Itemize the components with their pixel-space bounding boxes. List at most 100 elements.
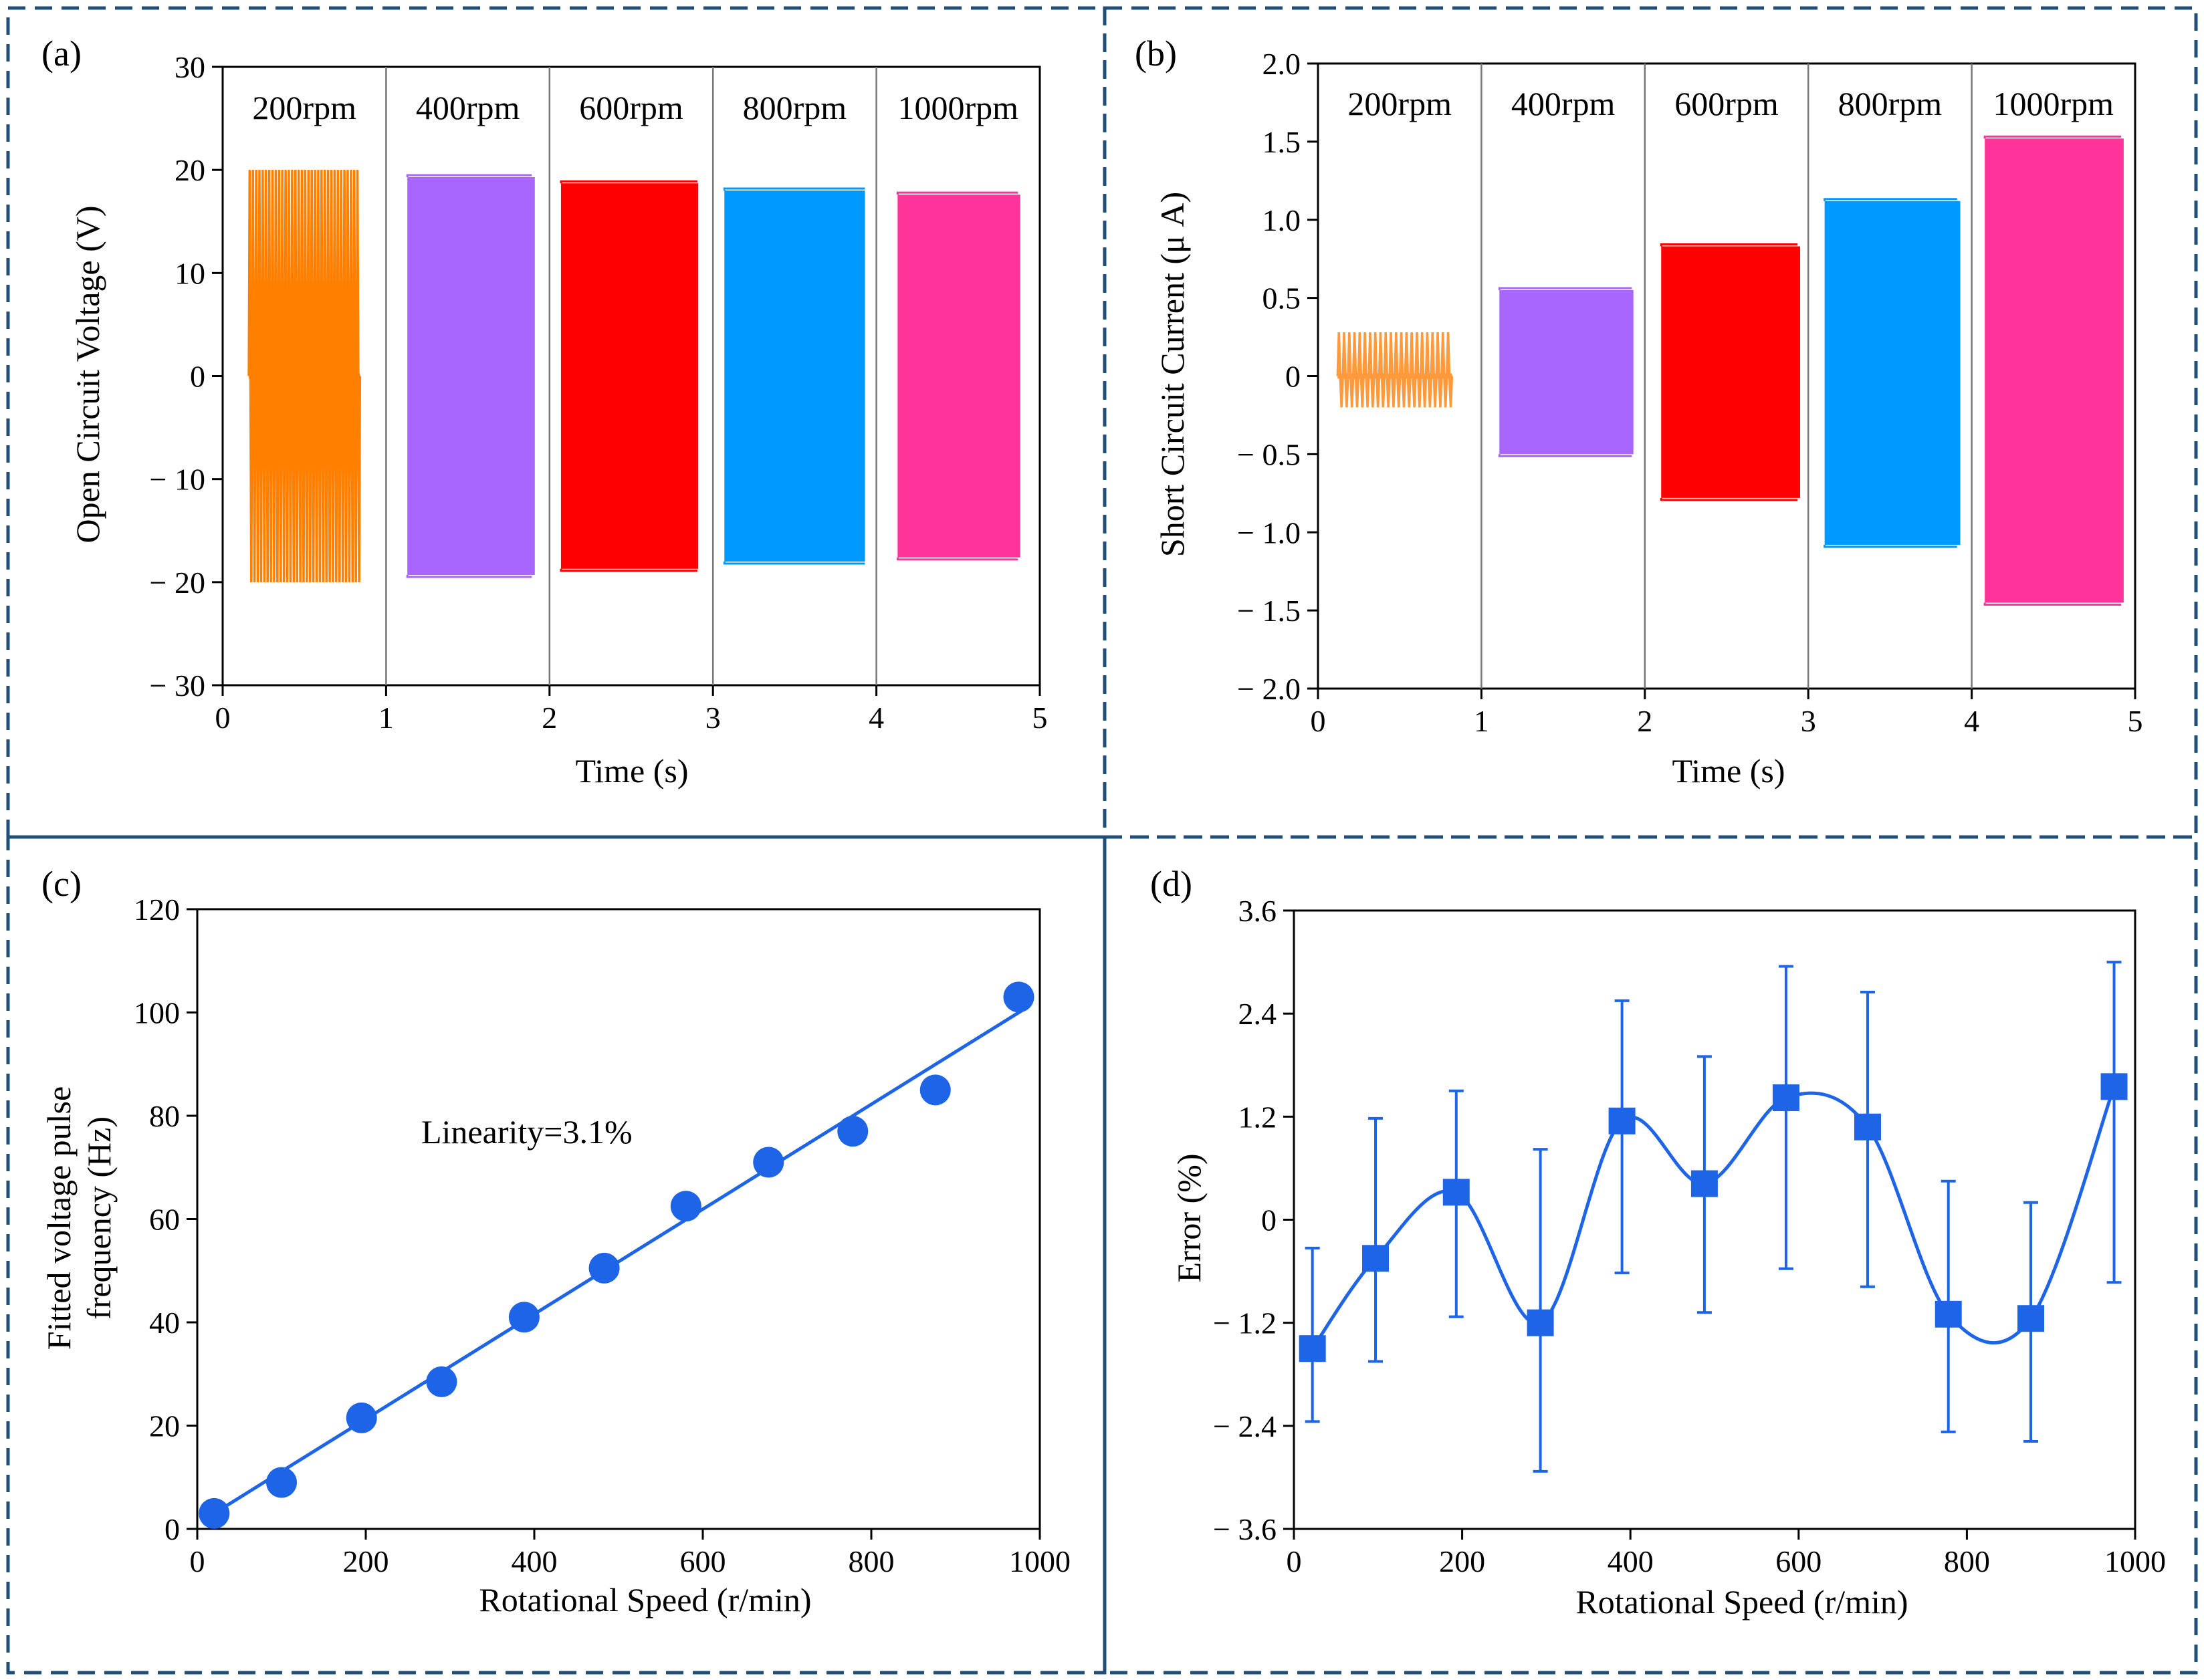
error-bar-0 bbox=[1305, 1246, 1320, 1423]
waveform-top-edge-a-400rpm bbox=[406, 174, 532, 177]
segment-label-b-2: 600rpm bbox=[1674, 85, 1779, 122]
data-point-c-4 bbox=[508, 1302, 540, 1333]
data-point-d-9 bbox=[2017, 1305, 2045, 1332]
panel-b: (b) 0 1 2 3 4 5 2.0 1.5 1.0 0.5 0 − 0.5 − 1.0 − 1.5 − … bbox=[1135, 33, 2143, 790]
y-axis-label-c-line1: Fitted voltage pulse bbox=[40, 1086, 78, 1350]
panel-label-b: (b) bbox=[1135, 33, 1177, 74]
panel-d: (d) 0 200 400 600 800 1000 3.6 2.4 1.2 0 − 1.2 − 2.… bbox=[1150, 864, 2166, 1621]
waveform-bottom-edge-a-600rpm bbox=[560, 568, 697, 572]
waveform-bottom-edge-b-400rpm bbox=[1498, 454, 1632, 457]
x-tick-label-c-4: 800 bbox=[849, 1544, 895, 1578]
series-a-1000rpm bbox=[896, 191, 1020, 561]
waveform-block-a-600rpm bbox=[560, 183, 699, 569]
x-tick-label-a-4: 4 bbox=[869, 701, 884, 735]
y-axis-label-a: Open Circuit Voltage (V) bbox=[69, 205, 106, 543]
plot-area-a: 0 1 2 3 4 5 30 20 10 0 − 10 − 20 − 30 200rpm 400rpm 600… bbox=[150, 50, 1048, 735]
plot-area-d: 0 200 400 600 800 1000 3.6 2.4 1.2 0 − 1.2 − 2.4 − 3… bbox=[1213, 894, 2166, 1578]
waveform-block-a-400rpm bbox=[407, 176, 535, 576]
waveform-center-b-200rpm bbox=[1337, 373, 1452, 379]
data-point-c-8 bbox=[837, 1116, 869, 1147]
y-tick-label-b-6: − 1.0 bbox=[1237, 515, 1301, 550]
series-b-600rpm bbox=[1660, 243, 1800, 501]
y-axis-label-c: Fitted voltage pulsefrequency (Hz) bbox=[40, 1086, 118, 1350]
y-axis-label-b: Short Circuit Current (μ A) bbox=[1153, 192, 1191, 557]
segment-label-b-3: 800rpm bbox=[1838, 85, 1943, 122]
x-axis-label-b: Time (s) bbox=[1672, 752, 1785, 790]
segment-label-a-2: 600rpm bbox=[579, 89, 683, 126]
segment-label-a-0: 200rpm bbox=[252, 89, 356, 126]
x-axis-label-d: Rotational Speed (r/min) bbox=[1575, 1583, 1908, 1621]
y-tick-label-b-7: − 1.5 bbox=[1237, 594, 1301, 628]
x-tick-label-a-0: 0 bbox=[215, 701, 231, 735]
series-a-600rpm bbox=[560, 180, 699, 572]
data-point-c-10 bbox=[1003, 981, 1034, 1013]
y-tick-label-c-5: 100 bbox=[134, 996, 180, 1030]
x-tick-label-d-1: 200 bbox=[1439, 1544, 1485, 1578]
segment-label-a-1: 400rpm bbox=[416, 89, 520, 126]
data-point-d-4 bbox=[1608, 1107, 1636, 1134]
y-axis-label-d: Error (%) bbox=[1170, 1154, 1208, 1283]
segment-label-a-3: 800rpm bbox=[743, 89, 847, 126]
data-point-d-7 bbox=[1854, 1113, 1881, 1141]
waveform-bottom-edge-a-800rpm bbox=[723, 562, 865, 565]
x-tick-label-b-0: 0 bbox=[1311, 704, 1326, 738]
x-tick-label-a-5: 5 bbox=[1032, 701, 1048, 735]
panel-border-d bbox=[1103, 835, 2198, 1675]
waveform-bottom-edge-b-600rpm bbox=[1660, 497, 1798, 501]
error-bar-10 bbox=[2106, 961, 2122, 1284]
y-tick-label-c-3: 60 bbox=[149, 1203, 180, 1237]
y-tick-label-d-4: − 1.2 bbox=[1213, 1306, 1277, 1340]
data-point-d-3 bbox=[1527, 1309, 1554, 1336]
series-b-1000rpm bbox=[1983, 135, 2124, 606]
x-tick-label-d-4: 800 bbox=[1944, 1544, 1990, 1578]
x-tick-label-c-3: 600 bbox=[680, 1544, 726, 1578]
data-point-d-6 bbox=[1772, 1084, 1799, 1112]
y-tick-label-d-5: − 2.4 bbox=[1213, 1409, 1277, 1443]
y-tick-label-a-3: 0 bbox=[190, 360, 205, 394]
series-b-800rpm bbox=[1824, 198, 1961, 548]
y-tick-label-d-3: 0 bbox=[1261, 1203, 1277, 1237]
data-point-d-0 bbox=[1299, 1335, 1326, 1362]
data-point-c-6 bbox=[670, 1191, 701, 1222]
plot-frame-d bbox=[1293, 909, 2136, 1530]
y-tick-label-c-1: 20 bbox=[149, 1409, 180, 1443]
x-tick-label-b-3: 3 bbox=[1801, 704, 1816, 738]
panel-label-c: (c) bbox=[41, 864, 82, 904]
data-point-d-2 bbox=[1442, 1179, 1470, 1206]
x-tick-label-b-1: 1 bbox=[1474, 704, 1489, 738]
x-tick-label-c-5: 1000 bbox=[1009, 1544, 1071, 1578]
waveform-bottom-edge-a-400rpm bbox=[406, 575, 532, 578]
plot-area-b: 0 1 2 3 4 5 2.0 1.5 1.0 0.5 0 − 0.5 − 1.0 − 1.5 − 2.0 2… bbox=[1237, 47, 2142, 738]
panel-c: (c) 0 200 400 600 800 1000 0 20 40 60 80 100 120 Lin… bbox=[40, 864, 1071, 1618]
y-tick-label-d-0: 3.6 bbox=[1238, 894, 1277, 928]
panel-borders bbox=[6, 6, 2198, 1675]
y-tick-label-a-6: − 30 bbox=[150, 669, 205, 703]
y-tick-label-b-4: 0 bbox=[1285, 360, 1301, 394]
y-axis-label-c-line2: frequency (Hz) bbox=[80, 1116, 118, 1320]
panel-label-d: (d) bbox=[1150, 864, 1192, 904]
y-tick-label-b-8: − 2.0 bbox=[1237, 672, 1301, 706]
segment-label-b-0: 200rpm bbox=[1347, 85, 1452, 122]
waveform-top-edge-b-400rpm bbox=[1498, 287, 1632, 290]
y-tick-label-d-2: 1.2 bbox=[1238, 1100, 1277, 1134]
x-tick-label-a-2: 2 bbox=[542, 701, 557, 735]
y-tick-label-a-2: 10 bbox=[175, 256, 205, 290]
plot-frame-c bbox=[196, 908, 1041, 1530]
x-tick-label-b-2: 2 bbox=[1637, 704, 1652, 738]
data-point-c-5 bbox=[588, 1252, 620, 1284]
waveform-top-edge-b-600rpm bbox=[1660, 243, 1798, 247]
series-b-400rpm bbox=[1498, 287, 1634, 457]
waveform-bottom-edge-a-1000rpm bbox=[896, 557, 1018, 561]
segment-label-a-4: 1000rpm bbox=[898, 89, 1019, 126]
y-tick-label-d-1: 2.4 bbox=[1238, 997, 1277, 1031]
x-tick-label-d-0: 0 bbox=[1287, 1544, 1302, 1578]
error-bar-1 bbox=[1368, 1116, 1384, 1363]
y-tick-label-c-6: 120 bbox=[134, 892, 180, 927]
waveform-block-a-800rpm bbox=[724, 191, 865, 562]
y-tick-label-d-6: − 3.6 bbox=[1213, 1512, 1277, 1546]
segment-label-b-4: 1000rpm bbox=[1993, 85, 2114, 122]
y-tick-label-c-0: 0 bbox=[164, 1512, 180, 1546]
waveform-top-edge-b-1000rpm bbox=[1983, 135, 2122, 139]
waveform-center-a-200rpm bbox=[249, 373, 360, 379]
